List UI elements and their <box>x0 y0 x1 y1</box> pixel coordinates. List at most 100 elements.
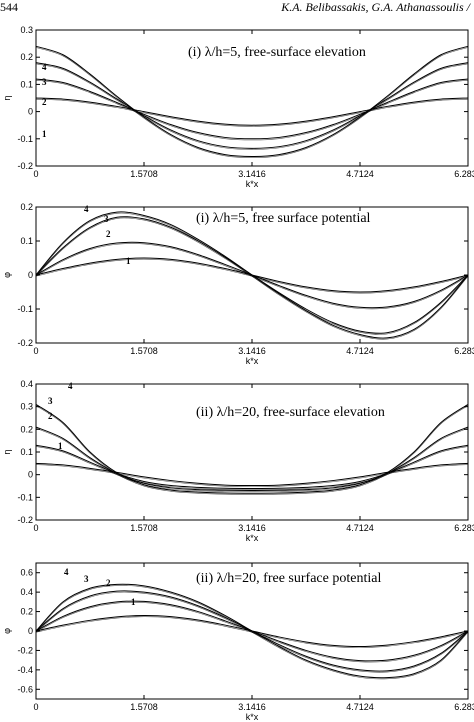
curve-label-1: 1 <box>131 597 136 607</box>
x-tick-label: 6.2832 <box>454 346 474 356</box>
y-tick-label: -0.1 <box>17 304 33 314</box>
y-tick-label: 0.6 <box>20 568 33 578</box>
series-line-2-ghost <box>35 446 469 490</box>
x-tick-label: 3.1416 <box>238 169 266 179</box>
series-line-3 <box>35 426 469 492</box>
series-line-1 <box>35 462 469 487</box>
curve-label-3: 3 <box>48 396 53 406</box>
x-tick-label: 1.5708 <box>130 523 158 533</box>
y-tick-label: -0.4 <box>17 665 33 675</box>
x-tick-label: 1.5708 <box>130 702 158 712</box>
y-tick-label: 0.3 <box>20 402 33 412</box>
chart-panel-3: 0 1.5708 3.1416 4.7124 6.2832 -0.2 -0.1 0 0.1 0.2… <box>2 379 474 543</box>
x-tick-label: 3.1416 <box>238 702 266 712</box>
curve-label-2: 2 <box>106 229 111 239</box>
curve-label-2: 2 <box>106 578 111 588</box>
y-tick-label: 0.3 <box>20 25 33 35</box>
panel-annotation: (ii) λ/h=20, free surface potential <box>196 571 381 586</box>
curve-label-2: 2 <box>42 97 47 107</box>
y-tick-label: 0.2 <box>20 424 33 434</box>
x-tick-label: 4.7124 <box>346 523 374 533</box>
page-number: 544 <box>0 0 18 14</box>
running-author-line: K.A. Belibassakis, G.A. Athanassoulis / <box>281 0 470 14</box>
panel-annotation: (i) λ/h=5, free surface potential <box>196 211 371 226</box>
y-tick-label: 0 <box>28 470 33 480</box>
x-tick-label: 1.5708 <box>130 169 158 179</box>
series-line-1-ghost <box>35 98 469 127</box>
x-tick-label: 6.2832 <box>454 169 474 179</box>
series-line-4 <box>35 45 469 157</box>
series-line-2 <box>35 444 469 489</box>
x-tick-label: 4.7124 <box>346 346 374 356</box>
curve-label-3: 3 <box>84 574 89 584</box>
y-tick-label: -0.2 <box>17 645 33 655</box>
series-line-4 <box>35 403 469 494</box>
y-tick-label: 0.2 <box>20 607 33 617</box>
curve-label-4: 4 <box>42 62 47 72</box>
x-tick-label: 6.2832 <box>454 523 474 533</box>
series-line-1 <box>35 97 469 126</box>
series-line-4-ghost <box>35 47 469 158</box>
x-tick-label: 0 <box>33 702 38 712</box>
x-tick-label: 0 <box>33 169 38 179</box>
x-tick-label: 3.1416 <box>238 346 266 356</box>
y-tick-label: 0.2 <box>20 52 33 62</box>
series-line-4 <box>35 583 469 679</box>
series-line-3 <box>35 62 469 149</box>
x-tick-label: 3.1416 <box>238 523 266 533</box>
y-tick-label: 0.1 <box>20 236 33 246</box>
running-header: 544 K.A. Belibassakis, G.A. Athanassouli… <box>0 0 474 18</box>
curve-label-4: 4 <box>68 381 73 391</box>
x-axis-label: k*x <box>246 533 259 543</box>
y-tick-label: 0 <box>28 270 33 280</box>
x-axis-label: k*x <box>246 179 259 189</box>
chart-panel-1: 0 1.5708 3.1416 4.7124 6.2832 -0.2 -0.1 0 0.1 0.2… <box>2 25 474 189</box>
y-tick-label: -0.2 <box>17 161 33 171</box>
curve-label-2: 2 <box>48 411 53 421</box>
x-tick-label: 1.5708 <box>130 346 158 356</box>
panel-annotation: (i) λ/h=5, free-surface elevation <box>188 45 366 60</box>
curve-label-3: 3 <box>104 214 109 224</box>
y-tick-label: -0.1 <box>17 492 33 502</box>
curve-label-1: 1 <box>126 256 131 266</box>
series-line-1-ghost <box>35 464 469 488</box>
curve-label-1: 1 <box>58 441 63 451</box>
x-tick-label: 0 <box>33 523 38 533</box>
y-axis-label: η <box>2 449 12 454</box>
series-line-4-ghost <box>35 585 469 680</box>
x-tick-label: 4.7124 <box>346 169 374 179</box>
y-axis-label: φ <box>2 272 12 278</box>
y-tick-label: 0.1 <box>20 79 33 89</box>
curve-label-4: 4 <box>64 567 69 577</box>
y-tick-label: 0.4 <box>20 587 33 597</box>
series-line-2 <box>35 78 469 140</box>
chart-panel-4: 0 1.5708 3.1416 4.7124 6.2832 -0.6 -0.4 -0.2 0 0.… <box>2 562 474 722</box>
panel-annotation: (ii) λ/h=20, free-surface elevation <box>196 405 385 420</box>
y-tick-label: 0.1 <box>20 447 33 457</box>
x-tick-label: 6.2832 <box>454 702 474 712</box>
series-line-4-ghost <box>35 405 469 495</box>
y-tick-label: -0.1 <box>17 134 33 144</box>
x-tick-label: 0 <box>33 346 38 356</box>
y-tick-label: 0 <box>28 107 33 117</box>
y-axis-label: φ <box>2 628 12 634</box>
series-line-2-ghost <box>35 79 469 141</box>
curve-label-4: 4 <box>84 204 89 214</box>
y-tick-label: -0.2 <box>17 338 33 348</box>
curve-label-3: 3 <box>42 77 47 87</box>
series-line-3-ghost <box>35 427 469 493</box>
x-tick-label: 4.7124 <box>346 702 374 712</box>
y-tick-label: 0 <box>28 626 33 636</box>
series-line-4-ghost <box>35 212 469 340</box>
x-axis-label: k*x <box>246 356 259 366</box>
y-axis-label: η <box>2 95 12 100</box>
x-axis-label: k*x <box>246 712 259 722</box>
chart-panel-2: 0 1.5708 3.1416 4.7124 6.2832 -0.2 -0.1 0 0.1 0.2… <box>2 202 474 366</box>
y-tick-label: -0.6 <box>17 684 33 694</box>
series-line-3-ghost <box>35 63 469 150</box>
curve-label-1: 1 <box>42 129 47 139</box>
series-line-4 <box>35 211 469 339</box>
y-tick-label: 0.4 <box>20 379 33 389</box>
y-tick-label: -0.2 <box>17 515 33 525</box>
